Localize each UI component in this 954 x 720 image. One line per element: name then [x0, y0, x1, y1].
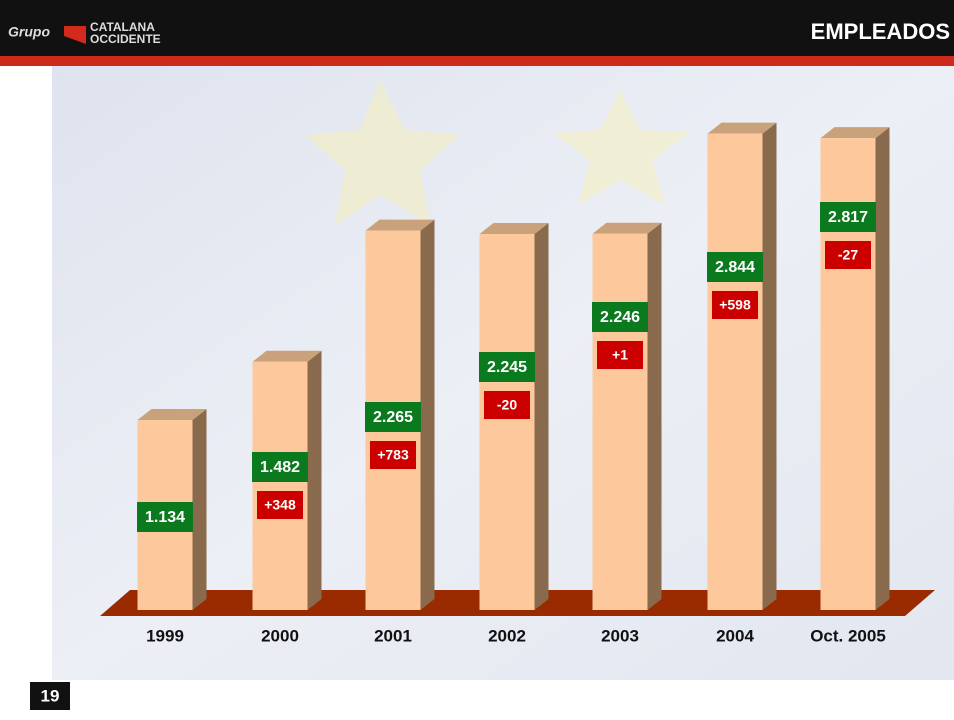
value-label: 2.844 [715, 259, 755, 276]
x-tick-label: 2000 [261, 626, 299, 645]
x-tick-label: Oct. 2005 [810, 626, 886, 645]
x-tick-label: 2002 [488, 626, 526, 645]
change-label: -20 [497, 397, 517, 413]
value-label-box [479, 352, 535, 382]
value-label-box [820, 202, 876, 232]
x-tick-label: 2001 [374, 626, 412, 645]
bar [479, 233, 535, 610]
bar-side [307, 350, 322, 610]
bar-side [534, 222, 549, 610]
logo-text: OCCIDENTE [90, 32, 161, 46]
logo-text: CATALANA [90, 20, 155, 34]
value-label-box [365, 402, 421, 432]
change-label: +348 [264, 497, 296, 513]
value-label-box [592, 302, 648, 332]
bar-side [762, 122, 777, 610]
value-label-box [137, 502, 193, 532]
bar-top [252, 350, 322, 362]
page-number-box [30, 682, 70, 710]
bar-top [479, 222, 549, 234]
value-label: 1.134 [145, 509, 185, 526]
header-stripe [0, 56, 954, 66]
bar [592, 233, 648, 611]
header-bar [0, 0, 954, 56]
bar-side [647, 222, 662, 611]
star [552, 90, 690, 205]
bar-top [365, 219, 435, 231]
x-tick-label: 2003 [601, 626, 639, 645]
value-label-box [252, 452, 308, 482]
change-label: +783 [377, 447, 409, 463]
logo-brand: Grupo [8, 24, 50, 40]
bar [707, 133, 763, 610]
change-label-box [484, 391, 530, 419]
bar [252, 361, 308, 610]
bar-side [192, 409, 207, 610]
bar-top [137, 409, 207, 421]
change-label: -27 [838, 247, 858, 263]
value-label: 2.265 [373, 409, 413, 426]
value-label: 2.245 [487, 359, 527, 376]
change-label-box [825, 241, 871, 269]
bar-side [875, 127, 890, 610]
change-label-box [370, 441, 416, 469]
change-label: +1 [612, 347, 628, 363]
star [305, 80, 460, 225]
change-label-box [257, 491, 303, 519]
bar-top [707, 122, 777, 134]
value-label-box [707, 252, 763, 282]
bar-side [420, 219, 435, 611]
x-tick-label: 1999 [146, 626, 184, 645]
change-label-box [712, 291, 758, 319]
value-label: 2.246 [600, 309, 640, 326]
change-label-box [597, 341, 643, 369]
value-label: 1.482 [260, 459, 300, 476]
chart-title: EMPLEADOS [811, 19, 950, 44]
value-label: 2.817 [828, 209, 868, 226]
x-tick-label: 2004 [716, 626, 754, 645]
bar-top [592, 222, 662, 234]
logo-mark [64, 26, 86, 44]
bar-top [820, 127, 890, 139]
page-number: 19 [41, 686, 60, 705]
change-label: +598 [719, 297, 751, 313]
